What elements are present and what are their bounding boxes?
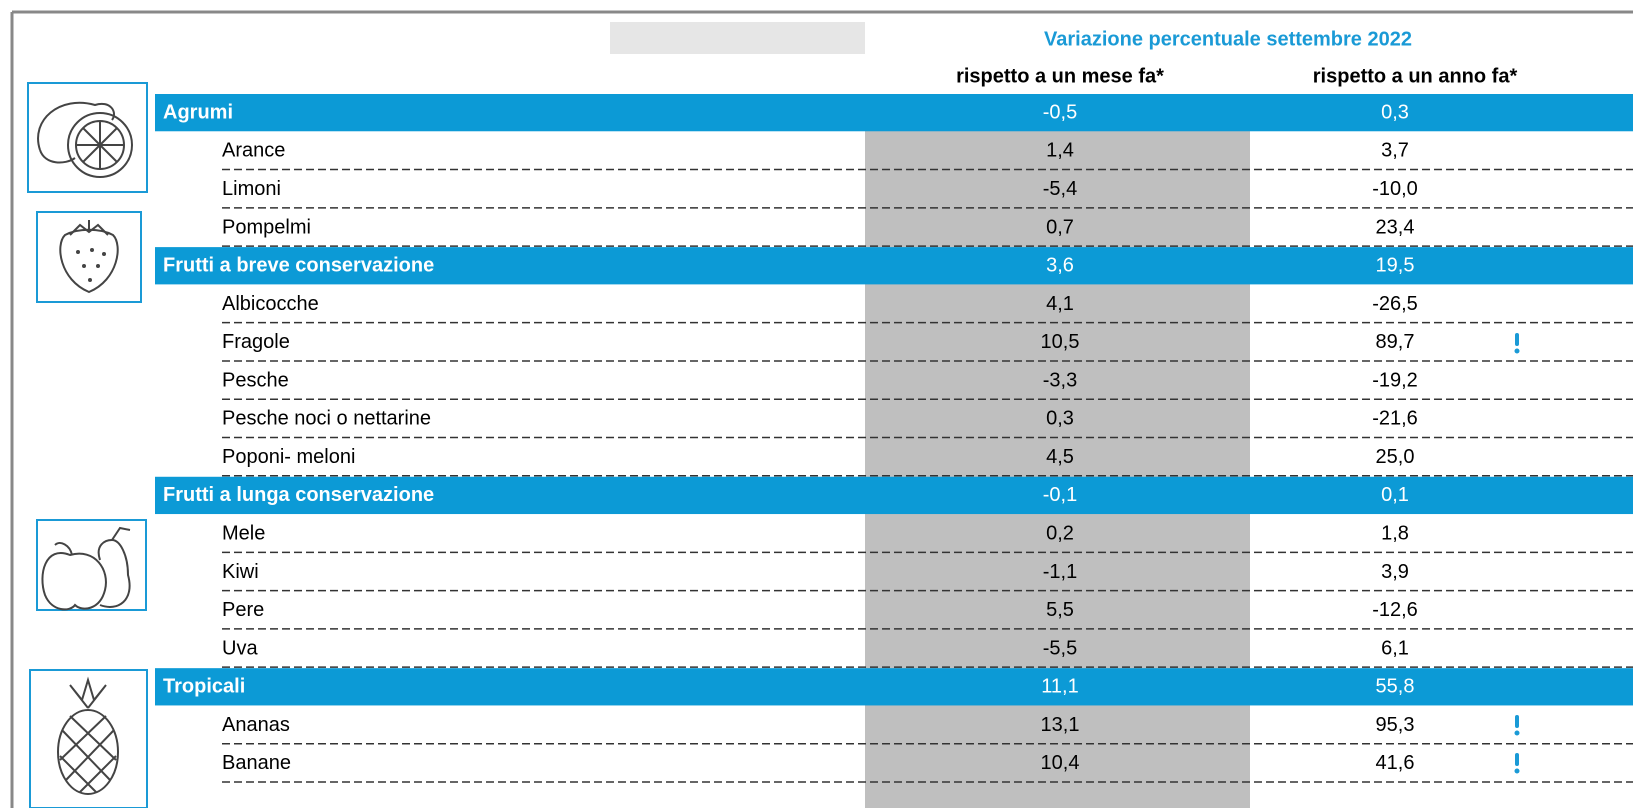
item-name: Pompelmi bbox=[222, 216, 311, 238]
group-name: Tropicali bbox=[163, 676, 245, 698]
item-name: Ananas bbox=[222, 714, 290, 736]
group-name: Frutti a breve conservazione bbox=[163, 255, 434, 277]
item-name: Kiwi bbox=[222, 561, 259, 583]
item-name: Albicocche bbox=[222, 293, 319, 315]
item-value: -21,6 bbox=[1372, 408, 1418, 430]
table-title: Variazione percentuale settembre 2022 bbox=[1044, 28, 1412, 50]
item-name: Pere bbox=[222, 599, 264, 621]
item-value: -12,6 bbox=[1372, 599, 1418, 621]
item-value: 25,0 bbox=[1376, 446, 1415, 468]
item-name: Arance bbox=[222, 140, 285, 162]
item-value: -5,5 bbox=[1043, 637, 1077, 659]
group-row-bg bbox=[155, 94, 1633, 131]
group-name: Agrumi bbox=[163, 101, 233, 123]
item-value: 1,8 bbox=[1381, 522, 1409, 544]
item-value: 41,6 bbox=[1376, 752, 1415, 774]
item-value: 4,5 bbox=[1046, 446, 1074, 468]
item-name: Fragole bbox=[222, 331, 290, 353]
item-value: 0,7 bbox=[1046, 216, 1074, 238]
item-value: 95,3 bbox=[1376, 714, 1415, 736]
item-value: 4,1 bbox=[1046, 293, 1074, 315]
item-value: 3,9 bbox=[1381, 561, 1409, 583]
item-name: Mele bbox=[222, 522, 265, 544]
item-value: -3,3 bbox=[1043, 369, 1077, 391]
item-name: Limoni bbox=[222, 178, 281, 200]
item-value: 3,7 bbox=[1381, 140, 1409, 162]
item-value: 0,2 bbox=[1046, 522, 1074, 544]
item-value: 23,4 bbox=[1376, 216, 1415, 238]
group-value: 3,6 bbox=[1046, 255, 1074, 277]
group-value: 0,1 bbox=[1381, 484, 1409, 506]
item-value: -10,0 bbox=[1372, 178, 1418, 200]
item-value: 10,5 bbox=[1041, 331, 1080, 353]
item-value: 10,4 bbox=[1041, 752, 1080, 774]
item-value: -5,4 bbox=[1043, 178, 1077, 200]
group-value: 19,5 bbox=[1376, 255, 1415, 277]
item-value: 5,5 bbox=[1046, 599, 1074, 621]
item-value: 6,1 bbox=[1381, 637, 1409, 659]
item-value: 0,3 bbox=[1046, 408, 1074, 430]
item-value: 13,1 bbox=[1041, 714, 1080, 736]
group-value: -0,1 bbox=[1043, 484, 1077, 506]
item-name: Poponi- meloni bbox=[222, 446, 355, 468]
column-header: rispetto a un mese fa* bbox=[956, 65, 1164, 87]
item-name: Pesche noci o nettarine bbox=[222, 408, 431, 430]
group-value: -0,5 bbox=[1043, 101, 1077, 123]
column-header: rispetto a un anno fa* bbox=[1313, 65, 1518, 87]
item-value: 1,4 bbox=[1046, 140, 1074, 162]
item-name: Pesche bbox=[222, 369, 289, 391]
item-value: -1,1 bbox=[1043, 561, 1077, 583]
item-name: Banane bbox=[222, 752, 291, 774]
item-value: 89,7 bbox=[1376, 331, 1415, 353]
item-name: Uva bbox=[222, 637, 258, 659]
group-value: 0,3 bbox=[1381, 101, 1409, 123]
table-page: Agrumi -0,5 0,3 Arance 1,4 3,7 Limoni -5,4 -10,0… bbox=[0, 0, 1633, 808]
item-value: -19,2 bbox=[1372, 369, 1418, 391]
item-value: -26,5 bbox=[1372, 293, 1418, 315]
group-value: 55,8 bbox=[1376, 676, 1415, 698]
group-name: Frutti a lunga conservazione bbox=[163, 484, 434, 506]
group-value: 11,1 bbox=[1041, 676, 1078, 698]
redacted-area bbox=[610, 22, 865, 54]
